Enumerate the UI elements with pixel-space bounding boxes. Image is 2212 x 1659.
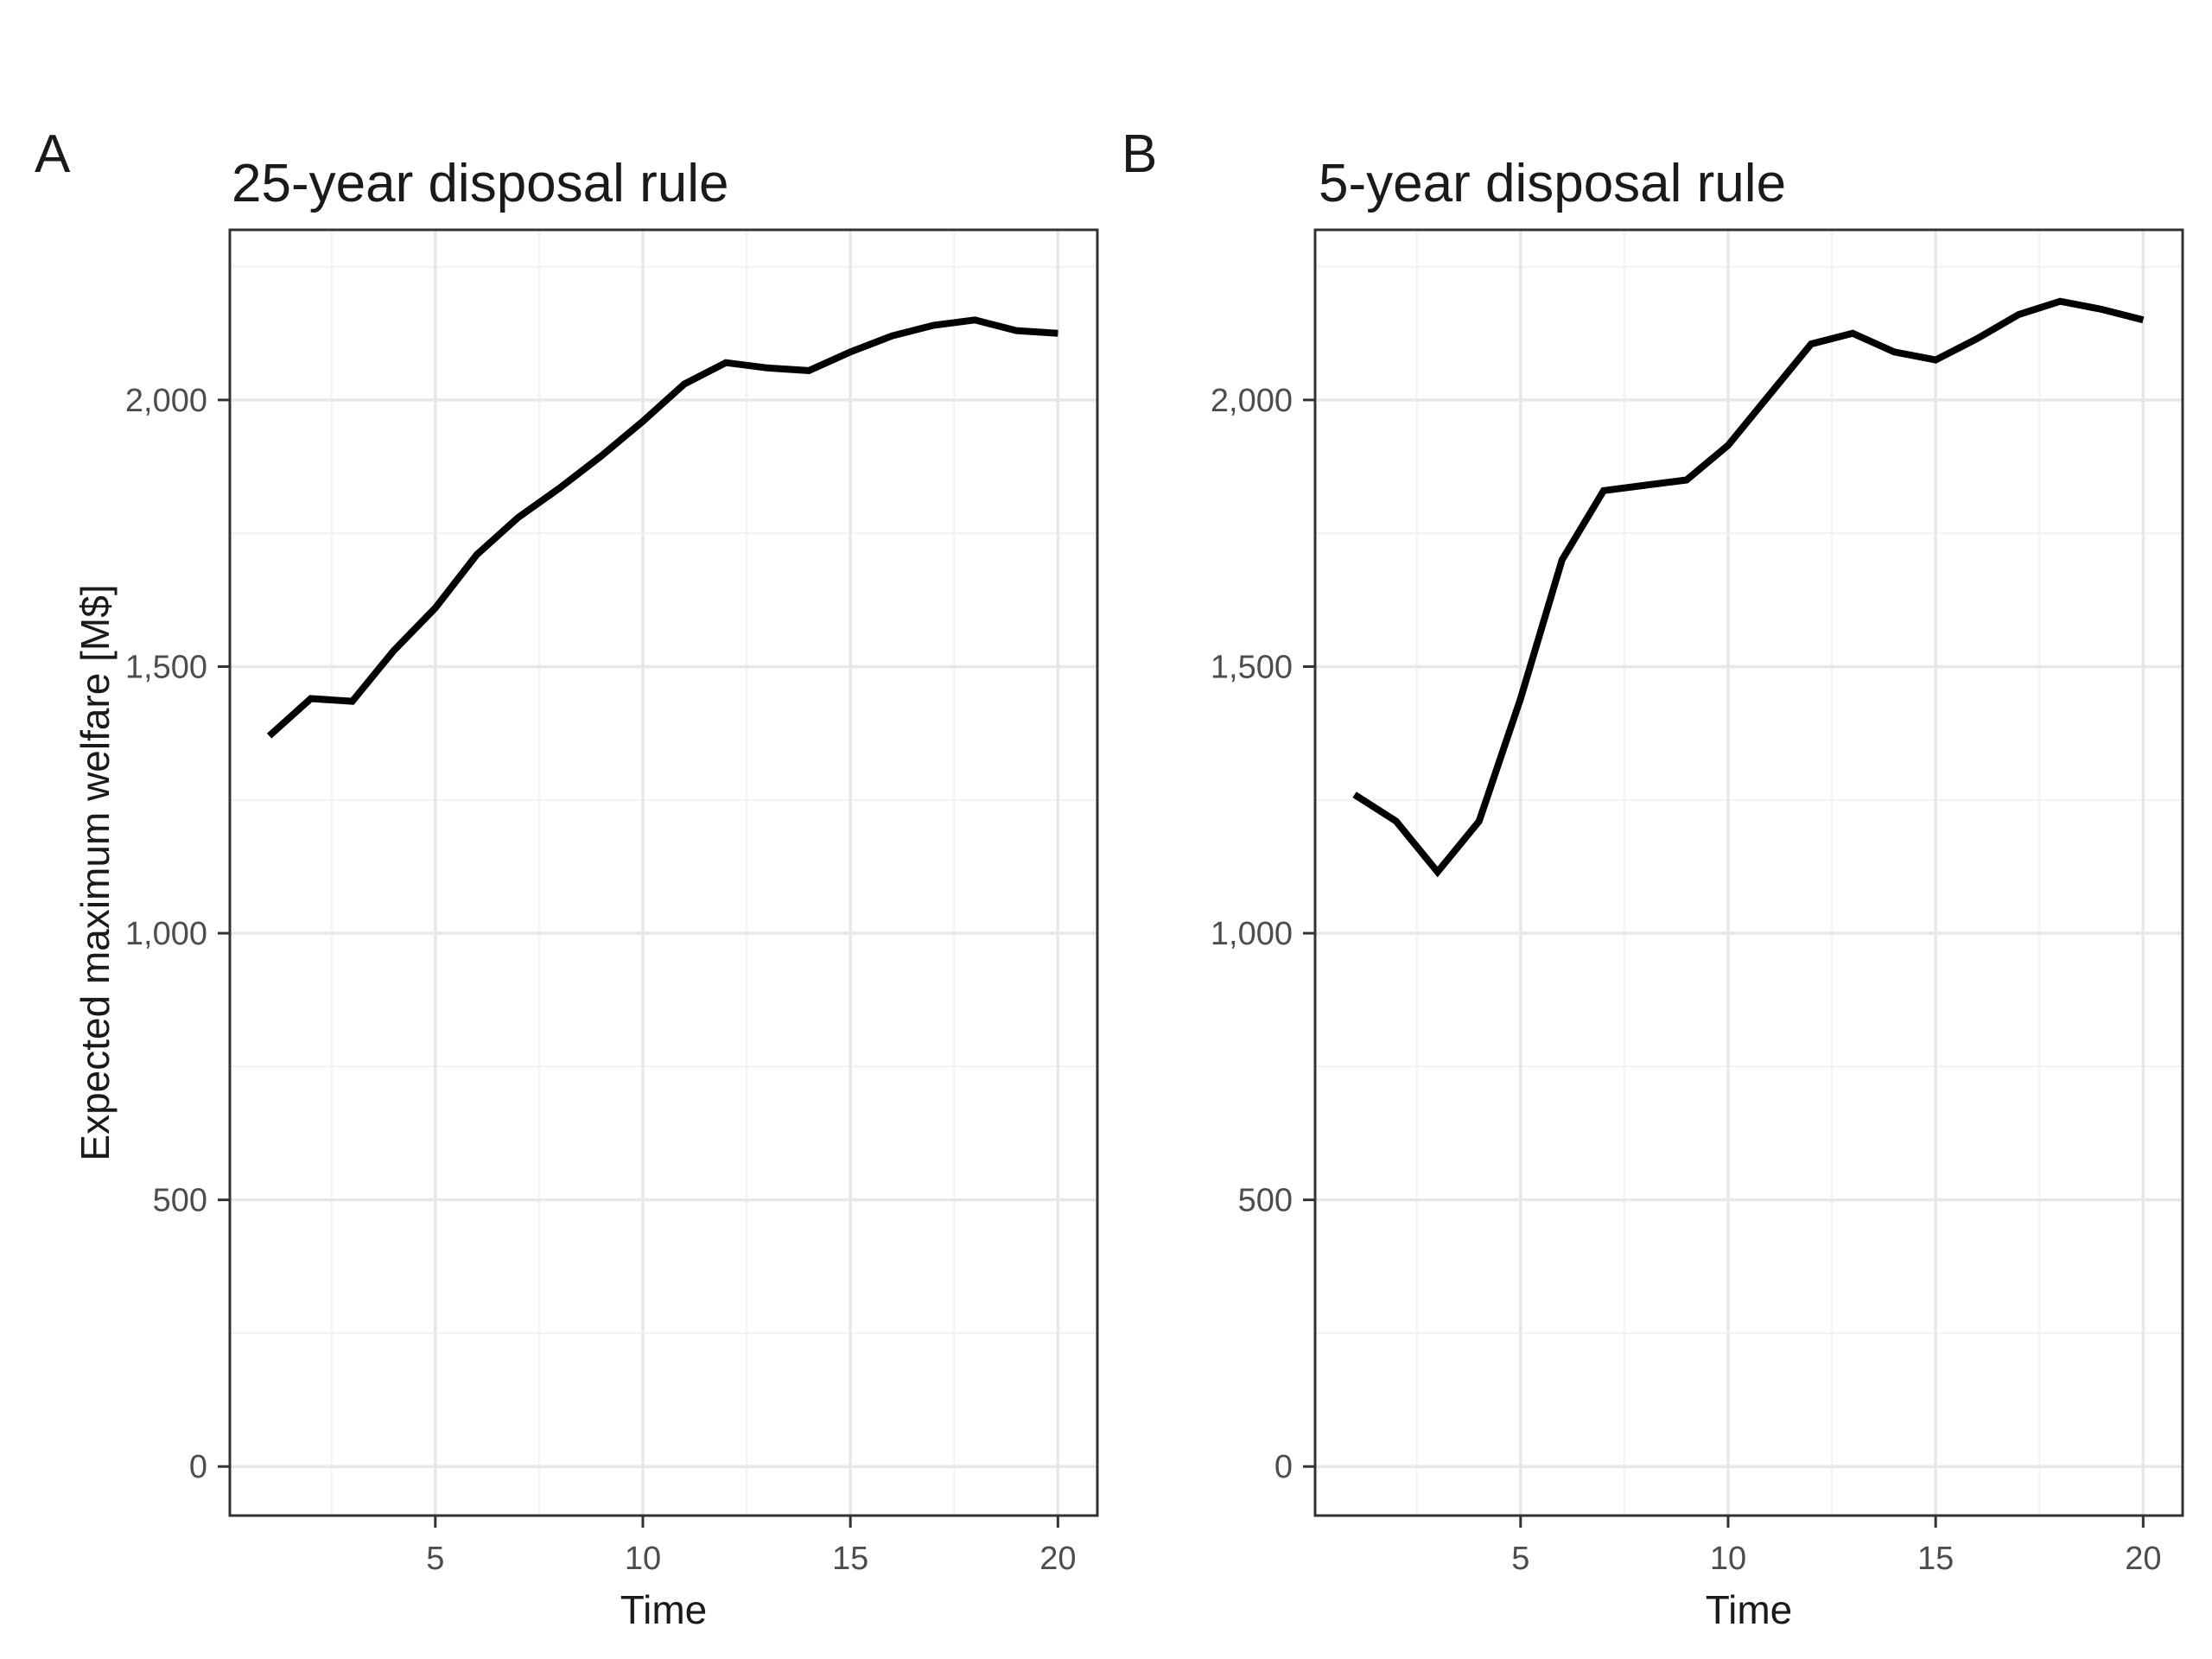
chart-title-a: 25-year disposal rule	[232, 154, 729, 213]
y-tick-label: 2,000	[125, 383, 207, 419]
x-tick-label: 5	[1511, 1541, 1529, 1577]
y-axis-title: Expected maximum welfare [M$]	[73, 584, 118, 1161]
y-tick-label: 500	[153, 1183, 207, 1219]
x-tick-label: 10	[625, 1541, 661, 1577]
panel-tag-a: A	[35, 124, 71, 184]
chart-panel-a: 0 500 1,000 1,500 2,000 5 10 15 20	[125, 228, 1099, 1577]
y-tick-label: 1,500	[1211, 649, 1293, 685]
x-tick-label: 5	[426, 1541, 444, 1577]
welfare-series-line	[1352, 297, 2145, 878]
chart-title-b: 5-year disposal rule	[1319, 154, 1787, 213]
x-axis-title-b: Time	[1705, 1587, 1793, 1632]
x-tick-label: 15	[1917, 1541, 1954, 1577]
x-axis-title-a: Time	[620, 1587, 708, 1632]
welfare-series-line	[266, 316, 1058, 739]
x-tick-label: 10	[1710, 1541, 1746, 1577]
panel-border	[1313, 228, 2184, 1517]
x-tick-label: 15	[832, 1541, 868, 1577]
x-tick-label: 20	[2125, 1541, 2161, 1577]
y-tick-label: 1,000	[1211, 916, 1293, 952]
chart-panel-b: 0 500 1,000 1,500 2,000 5 10 15 20	[1211, 228, 2184, 1577]
y-tick-label: 0	[189, 1449, 207, 1485]
y-tick-label: 0	[1274, 1449, 1293, 1485]
y-tick-label: 500	[1238, 1183, 1293, 1219]
panel-tag-b: B	[1122, 124, 1158, 184]
y-tick-label: 1,500	[125, 649, 207, 685]
y-tick-label: 2,000	[1211, 383, 1293, 419]
x-tick-label: 20	[1039, 1541, 1076, 1577]
panel-border	[228, 228, 1099, 1517]
y-tick-label: 1,000	[125, 916, 207, 952]
